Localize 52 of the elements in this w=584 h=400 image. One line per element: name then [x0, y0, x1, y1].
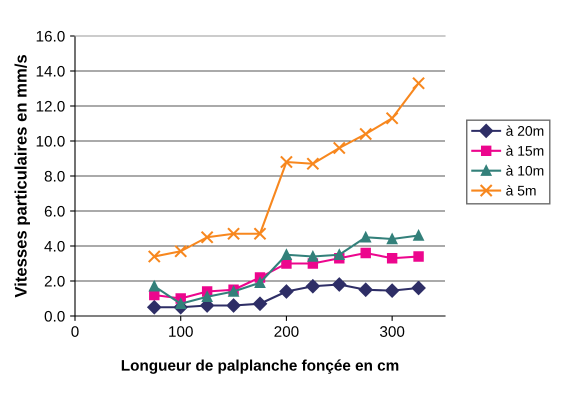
- x-tick-label: 100: [169, 326, 193, 337]
- point: [360, 248, 371, 258]
- point: [147, 300, 162, 314]
- point: [332, 278, 346, 292]
- point: [148, 250, 161, 264]
- legend-label: à 10m: [506, 165, 544, 176]
- point: [281, 250, 292, 260]
- point: [358, 282, 373, 297]
- x-axis-title: Longueur de palplanche fonçée en cm: [122, 359, 398, 374]
- legend-label: à 5m: [506, 185, 536, 196]
- point: [334, 250, 344, 260]
- point: [386, 253, 398, 264]
- point: [202, 292, 212, 302]
- y-tick-label: 6.0: [44, 206, 65, 217]
- x-tick-label: 0: [71, 326, 79, 337]
- point: [306, 279, 320, 294]
- y-tick-label: 14.0: [36, 66, 65, 77]
- x-tick-label: 200: [274, 326, 299, 337]
- point: [176, 298, 186, 309]
- y-tick-label: 8.0: [44, 170, 65, 182]
- point: [385, 284, 400, 298]
- y-tick-label: 4.0: [44, 240, 65, 252]
- point: [359, 127, 372, 141]
- y-tick-label: 10.0: [36, 136, 65, 147]
- y-tick-label: 0.0: [44, 310, 65, 322]
- point: [253, 227, 267, 240]
- point: [412, 281, 426, 295]
- y-tick-label: 16.0: [36, 30, 65, 42]
- x-tick-label: 300: [380, 326, 404, 337]
- point: [306, 157, 320, 170]
- point: [200, 230, 214, 244]
- point: [253, 296, 267, 311]
- point: [226, 227, 240, 240]
- point: [279, 284, 294, 298]
- point: [174, 244, 188, 258]
- point: [308, 251, 318, 262]
- point: [412, 76, 426, 90]
- y-tick-label: 2.0: [44, 276, 65, 287]
- legend-label: à 15m: [506, 145, 544, 156]
- legend-label: à 20m: [506, 126, 544, 136]
- point: [386, 234, 398, 244]
- point: [280, 155, 294, 169]
- point: [413, 230, 424, 241]
- point: [360, 232, 371, 242]
- point: [332, 141, 346, 155]
- point: [226, 298, 241, 312]
- point: [254, 278, 266, 288]
- point: [386, 112, 399, 125]
- y-tick-label: 12.0: [36, 100, 65, 112]
- y-axis-title: Vitesses particulaires en mm/s: [14, 55, 30, 298]
- point: [413, 251, 424, 262]
- point: [149, 281, 160, 292]
